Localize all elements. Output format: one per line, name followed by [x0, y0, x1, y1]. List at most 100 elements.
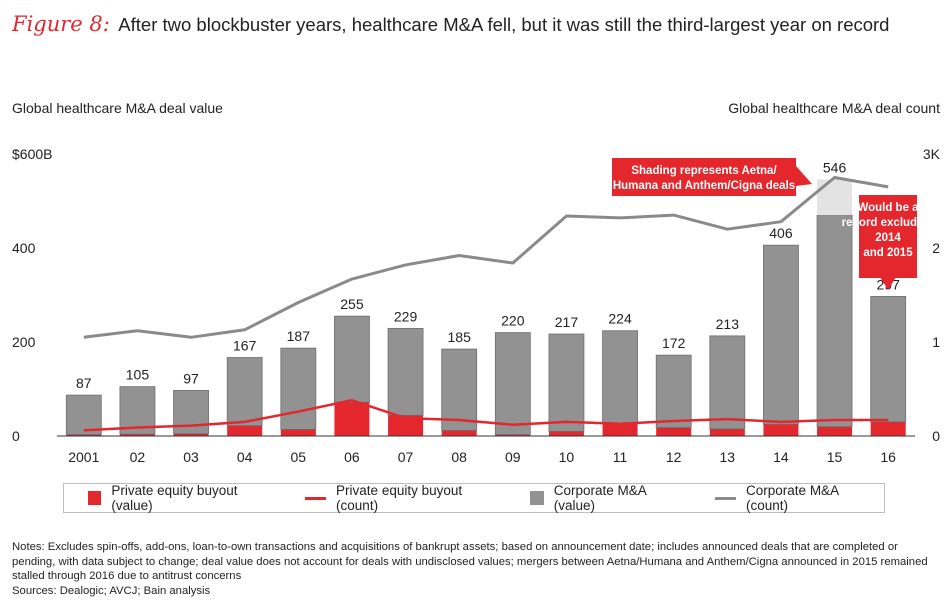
annotation-record-text: Would be a	[857, 202, 919, 214]
bar-total-label: 187	[287, 328, 311, 344]
x-tick-label: 09	[505, 449, 521, 465]
left-axis-label: Global healthcare M&A deal value	[12, 100, 223, 116]
bar-total-label: 185	[448, 329, 472, 345]
bar-total-label: 105	[126, 367, 150, 383]
line-corporate-count	[83, 176, 889, 339]
x-tick-label: 15	[827, 449, 843, 465]
bar-aetna-anthem-shading	[817, 179, 853, 216]
legend-item-pe-value: Private equity buyout (value)	[88, 483, 275, 513]
bar-pe-value	[548, 431, 584, 436]
legend-swatch-pe-count	[305, 496, 327, 500]
bar-pe-value	[870, 421, 906, 436]
x-tick-label: 12	[666, 449, 682, 465]
bar-corporate-value	[65, 394, 102, 435]
title-text: After two blockbuster years, healthcare …	[118, 14, 890, 35]
bar-pe-value	[334, 402, 370, 436]
bar-pe-value	[495, 434, 531, 436]
y2-tick-label: 1	[932, 334, 940, 350]
legend-swatch-pe-value	[88, 491, 102, 505]
annotation-record-text: 2014	[875, 232, 901, 244]
bar-total-label: 87	[76, 375, 92, 391]
bar-total-label: 213	[716, 316, 740, 332]
bar-corporate-value	[870, 296, 907, 423]
x-tick-label: 04	[237, 449, 253, 465]
bar-corporate-value	[334, 315, 370, 403]
y2-tick-label: 2	[932, 240, 940, 256]
y-tick-label: 200	[12, 334, 36, 350]
bar-total-label: 224	[608, 311, 632, 327]
legend-swatch-corp-value	[530, 491, 544, 505]
bar-total-label: 255	[340, 296, 364, 312]
x-tick-label: 02	[130, 449, 146, 465]
y-tick-label: 0	[12, 428, 20, 444]
x-tick-label: 08	[451, 449, 467, 465]
annotation-record-pointer	[880, 277, 896, 290]
x-tick-label: 03	[183, 449, 199, 465]
bar-pe-value	[602, 423, 638, 436]
x-tick-label: 05	[291, 449, 307, 465]
bar-corporate-value	[548, 333, 585, 432]
legend-item-pe-count: Private equity buyout (count)	[305, 483, 500, 513]
x-tick-label: 07	[398, 449, 414, 465]
x-tick-label: 13	[720, 449, 736, 465]
bar-total-label: 217	[555, 314, 579, 330]
bar-total-label: 220	[501, 313, 525, 329]
y-tick-label: 400	[12, 240, 36, 256]
notes-text: Notes: Excludes spin-offs, add-ons, loan…	[12, 541, 928, 582]
annotation-shading-box	[612, 158, 796, 196]
legend-swatch-corp-count	[715, 496, 737, 500]
bar-pe-value	[817, 426, 853, 436]
bar-corporate-value	[226, 357, 263, 427]
bar-pe-value	[388, 415, 424, 436]
bar-pe-value	[227, 425, 263, 436]
line-pe-count	[83, 399, 889, 432]
bar-corporate-value	[441, 348, 478, 431]
sources-text: Sources: Dealogic; AVCJ; Bain analysis	[12, 584, 211, 597]
legend-item-corp-value: Corporate M&A (value)	[530, 483, 685, 513]
bar-pe-value	[173, 433, 209, 436]
x-tick-label: 2001	[68, 449, 99, 465]
bar-total-label: 172	[662, 335, 686, 351]
figure-label: Figure 8:	[12, 12, 110, 36]
bar-corporate-value	[763, 244, 799, 425]
legend: Private equity buyout (value) Private eq…	[63, 483, 885, 513]
x-tick-label: 14	[773, 449, 789, 465]
annotation-shading-pointer	[796, 166, 812, 186]
annotation-record-text: and 2015	[863, 247, 913, 259]
bar-total-label: 97	[183, 370, 199, 386]
x-tick-label: 11	[613, 449, 628, 465]
bar-corporate-value	[709, 335, 746, 430]
bar-corporate-value	[655, 354, 692, 428]
bar-pe-value	[119, 434, 155, 436]
right-axis-label: Global healthcare M&A deal count	[728, 100, 940, 116]
x-tick-label: 10	[559, 449, 575, 465]
bar-corporate-value	[494, 332, 531, 435]
annotation-record-text: record excluding	[842, 217, 935, 229]
annotation-shading-text: Shading represents Aetna/	[631, 165, 777, 177]
bar-corporate-value	[816, 214, 853, 428]
bar-pe-value	[656, 427, 692, 436]
bar-pe-value	[280, 429, 316, 436]
x-tick-label: 06	[344, 449, 360, 465]
bar-corporate-value	[280, 347, 317, 430]
bar-pe-value	[66, 434, 102, 436]
annotation-shading-text: Humana and Anthem/Cigna deals	[613, 180, 795, 192]
y2-tick-label: 0	[932, 428, 940, 444]
bar-corporate-value	[602, 330, 638, 424]
legend-item-corp-count: Corporate M&A (count)	[715, 483, 878, 513]
legend-label: Corporate M&A (value)	[553, 483, 647, 513]
bar-pe-value	[709, 428, 745, 436]
bar-corporate-value	[387, 327, 424, 416]
y2-tick-label: 3K	[923, 146, 941, 162]
y-tick-label: $600B	[12, 146, 52, 162]
bar-total-label: 167	[233, 338, 257, 354]
legend-label: Private equity buyout (value)	[111, 483, 238, 513]
legend-label: Corporate M&A (count)	[746, 483, 839, 513]
bar-pe-value	[763, 424, 799, 436]
x-tick-label: 16	[880, 449, 896, 465]
bar-total-label: 406	[769, 225, 793, 241]
footnotes: Notes: Excludes spin-offs, add-ons, loan…	[12, 540, 942, 598]
legend-label: Private equity buyout (count)	[336, 483, 463, 513]
bar-total-label: 229	[394, 308, 418, 324]
